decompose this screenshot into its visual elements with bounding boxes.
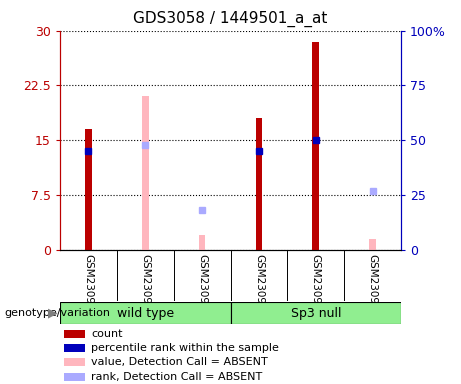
Bar bbox=[64, 358, 85, 366]
Bar bbox=[199, 235, 206, 250]
Bar bbox=[64, 373, 85, 381]
Text: GSM230956: GSM230956 bbox=[367, 254, 378, 317]
Bar bbox=[64, 344, 85, 352]
Bar bbox=[64, 329, 85, 338]
Text: percentile rank within the sample: percentile rank within the sample bbox=[91, 343, 279, 353]
Bar bbox=[85, 129, 92, 250]
Text: count: count bbox=[91, 329, 123, 339]
Text: genotype/variation: genotype/variation bbox=[5, 308, 111, 318]
Bar bbox=[60, 302, 230, 324]
Text: value, Detection Call = ABSENT: value, Detection Call = ABSENT bbox=[91, 358, 268, 367]
Text: GSM230960: GSM230960 bbox=[197, 254, 207, 317]
Title: GDS3058 / 1449501_a_at: GDS3058 / 1449501_a_at bbox=[133, 10, 328, 26]
Text: GSM230957: GSM230957 bbox=[83, 254, 94, 317]
Text: ▶: ▶ bbox=[48, 307, 58, 320]
Text: rank, Detection Call = ABSENT: rank, Detection Call = ABSENT bbox=[91, 372, 262, 382]
Text: Sp3 null: Sp3 null bbox=[290, 307, 341, 320]
Text: GSM230959: GSM230959 bbox=[140, 254, 150, 317]
Text: GSM230954: GSM230954 bbox=[254, 254, 264, 317]
Bar bbox=[313, 42, 319, 250]
Bar bbox=[230, 302, 401, 324]
Bar bbox=[255, 118, 262, 250]
Text: wild type: wild type bbox=[117, 307, 174, 320]
Text: GSM230955: GSM230955 bbox=[311, 254, 321, 317]
Bar bbox=[142, 96, 148, 250]
Bar bbox=[369, 239, 376, 250]
